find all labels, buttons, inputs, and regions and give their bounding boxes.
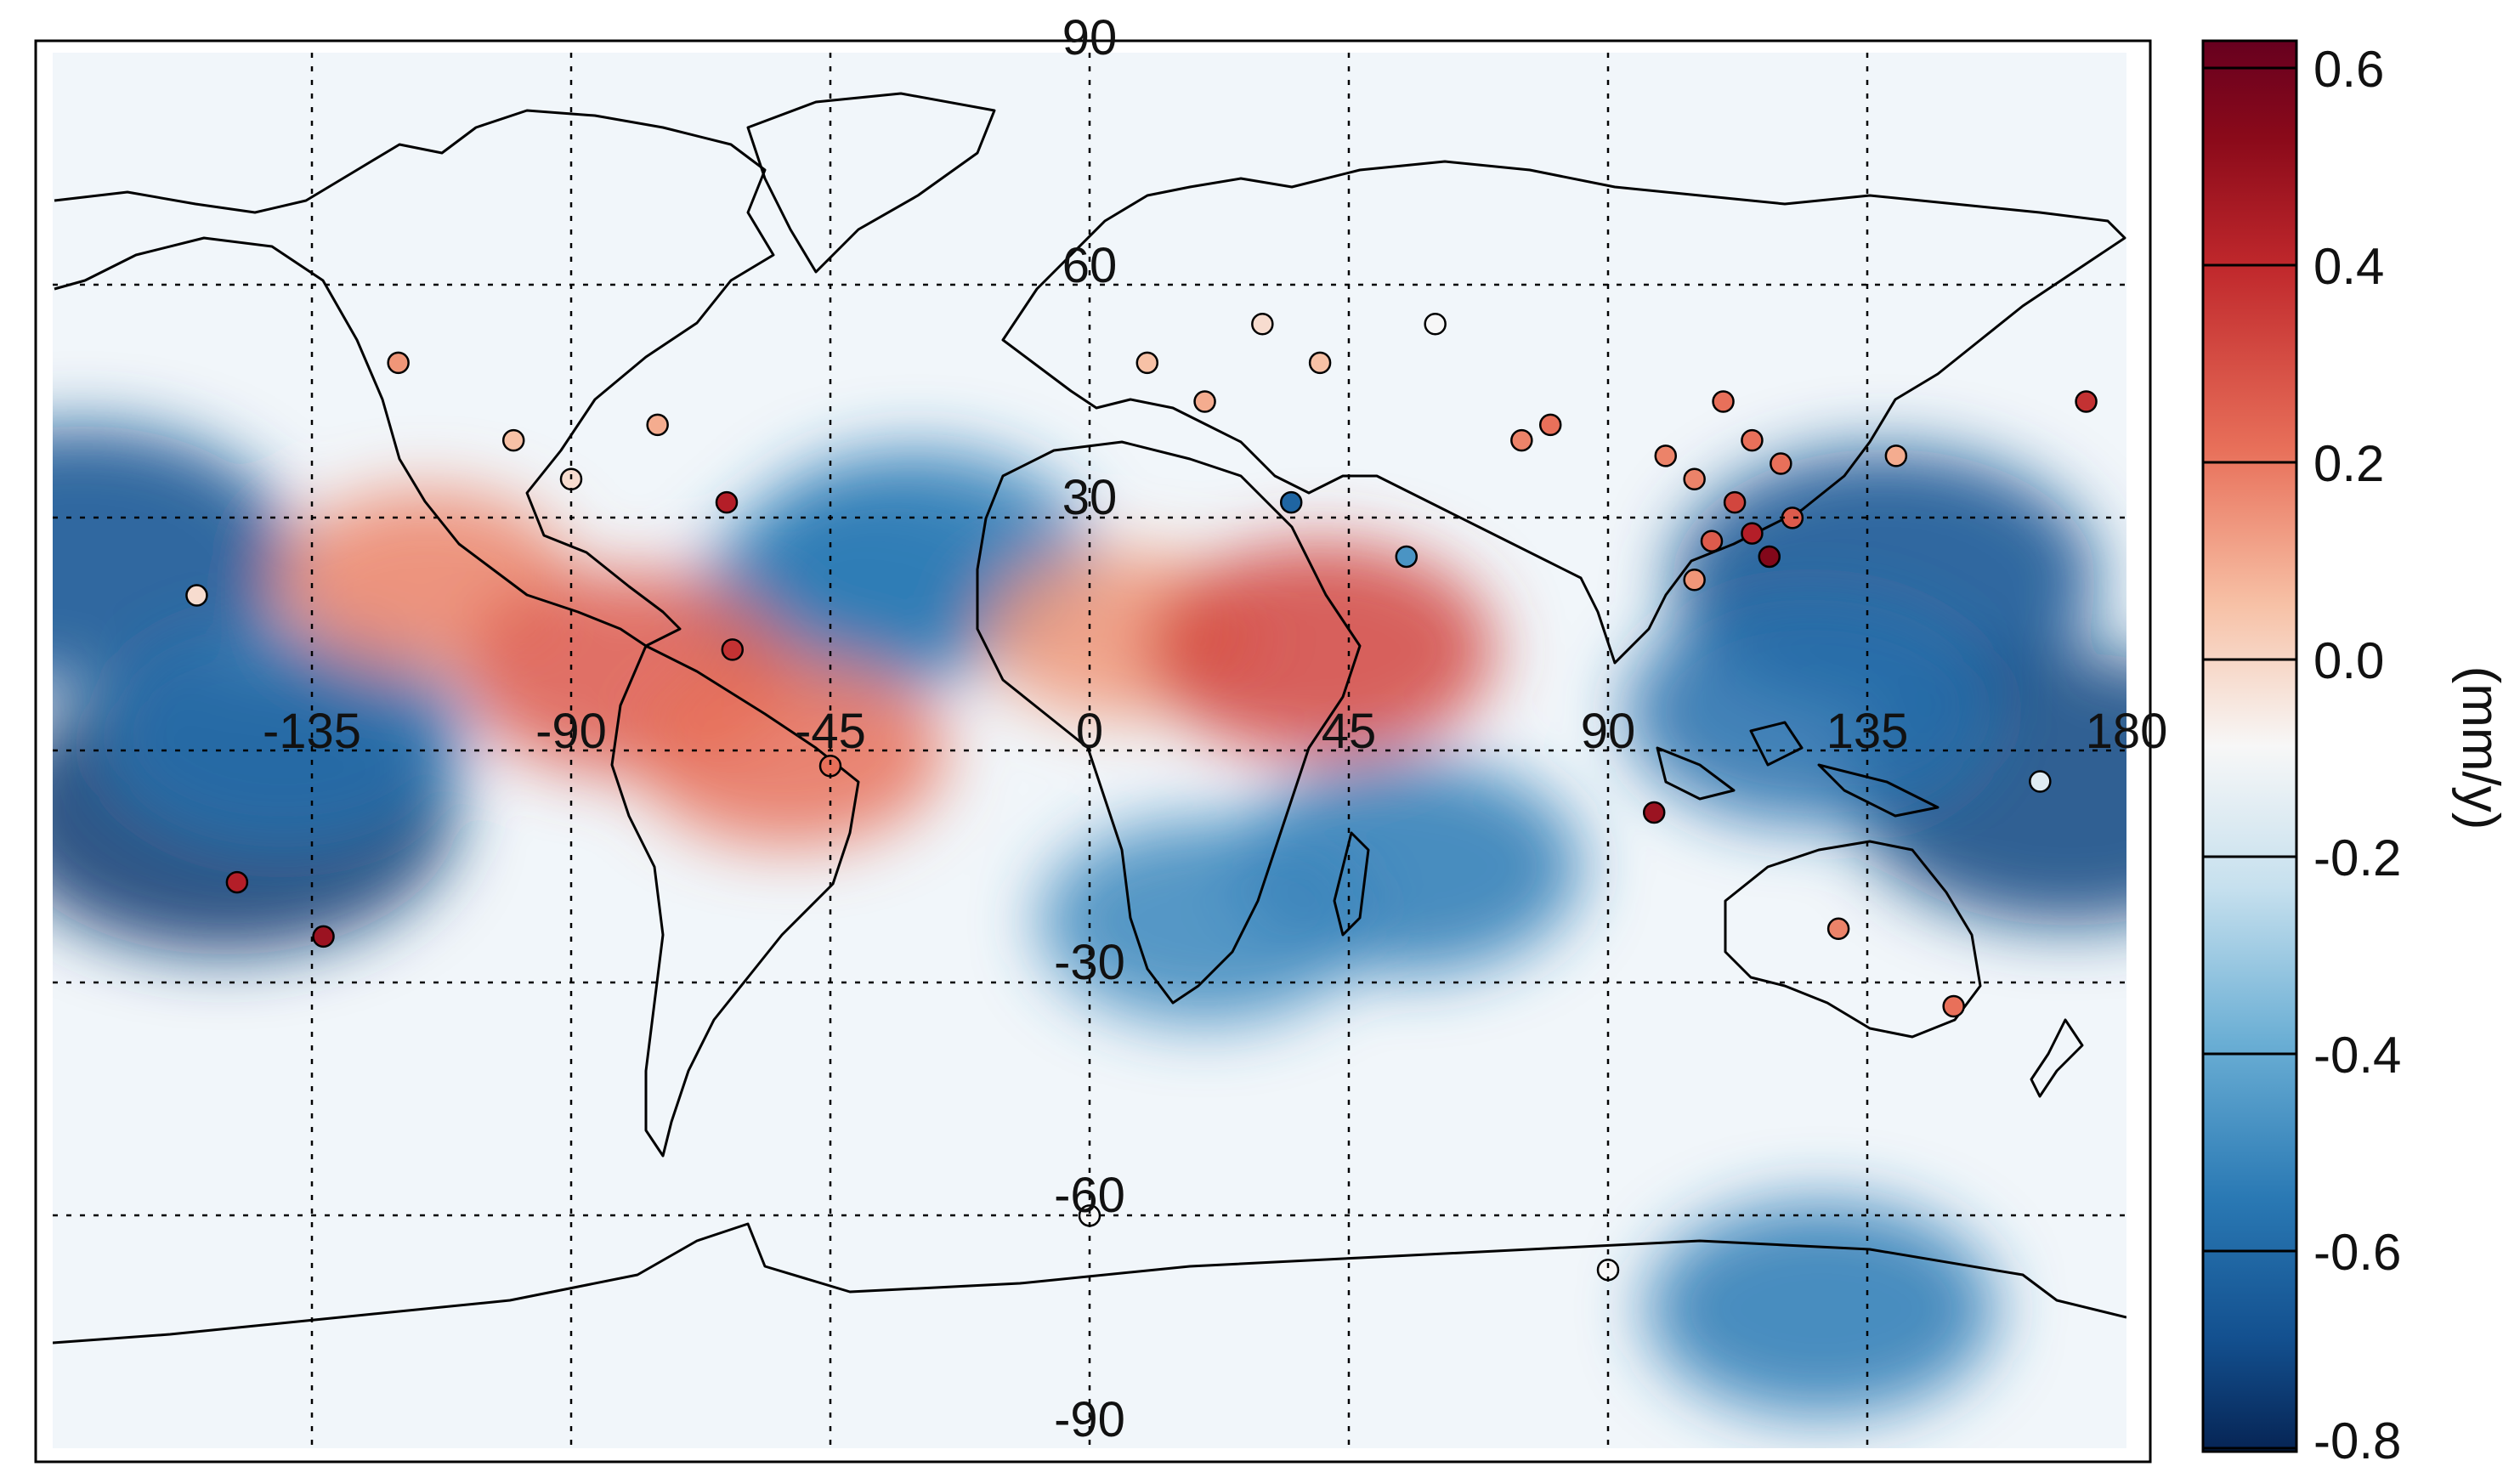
station-marker — [225, 870, 249, 894]
anomaly-blob — [1145, 542, 1495, 757]
station-marker — [1758, 545, 1781, 569]
lon-label-90: 90 — [1581, 704, 1636, 759]
station-marker — [1700, 529, 1724, 552]
station-marker — [1683, 467, 1706, 490]
station-marker — [1395, 545, 1419, 569]
station-marker — [721, 638, 745, 661]
cb-tick-0.0: 0.0 — [2313, 632, 2384, 689]
station-marker — [1193, 390, 1216, 413]
lat-label-30: 30 — [1062, 470, 1118, 525]
station-marker — [312, 925, 335, 948]
coast-indonesia — [1656, 721, 1940, 818]
station-marker — [1770, 452, 1792, 475]
station-marker — [1251, 313, 1274, 336]
station-marker — [387, 351, 410, 375]
cb-tick-0.6: 0.6 — [2313, 41, 2384, 98]
station-marker — [1683, 569, 1706, 592]
station-marker — [2075, 390, 2098, 413]
lat-label-60: 60 — [1062, 238, 1118, 293]
cb-tick--0.4: -0.4 — [2313, 1027, 2401, 1084]
station-marker — [1642, 801, 1666, 824]
station-marker — [1712, 390, 1735, 413]
coast-europe-asia — [1001, 160, 2126, 665]
station-marker — [1781, 507, 1804, 529]
station-marker — [1723, 490, 1747, 514]
anomaly-blob — [53, 426, 294, 688]
station-markers — [185, 313, 2098, 1282]
lon-label-0: 0 — [1076, 704, 1103, 759]
cb-tick--0.2: -0.2 — [2313, 829, 2401, 886]
lon-label-135: 135 — [1826, 704, 1909, 759]
station-marker — [1538, 413, 1562, 437]
lon-label-45: 45 — [1322, 704, 1377, 759]
cb-tick--0.6: -0.6 — [2313, 1224, 2401, 1281]
coast-madagascar — [1333, 831, 1370, 937]
colorbar-tick-labels: 0.6 0.4 0.2 0.0 -0.2 -0.4 -0.6 -0.8 — [2313, 41, 2401, 1469]
colorbar-unit-label: (mm/y) — [2451, 666, 2510, 830]
coast-africa — [976, 440, 1362, 1005]
station-marker — [1135, 351, 1159, 375]
colorbar-ticks — [2203, 66, 2296, 1450]
station-marker — [715, 490, 739, 514]
lon-label--45: -45 — [795, 704, 866, 759]
anomaly-blob — [1646, 1201, 1996, 1417]
lon-label-180: 180 — [2086, 704, 2168, 759]
anomaly-blob — [1039, 819, 1370, 1023]
coast-antarctica — [53, 1222, 2126, 1345]
station-marker — [185, 584, 208, 607]
longitude-labels: -135 -90 -45 0 45 90 135 180 — [263, 704, 2167, 759]
cb-tick-0.2: 0.2 — [2313, 435, 2384, 492]
station-marker — [1308, 351, 1332, 375]
station-marker — [1884, 444, 1908, 467]
lat-label--60: -60 — [1054, 1168, 1125, 1223]
lat-label--30: -30 — [1054, 935, 1125, 990]
lon-label--90: -90 — [535, 704, 607, 759]
anomaly-blob — [1625, 598, 1994, 825]
cb-tick-0.4: 0.4 — [2313, 238, 2384, 295]
latitude-labels: 90 60 30 -30 -60 -90 — [1054, 10, 1125, 1447]
anomaly-field — [53, 426, 2126, 1417]
station-marker — [1942, 994, 1965, 1018]
station-marker — [646, 413, 669, 437]
coast-greenland — [746, 92, 996, 274]
coast-north-america — [54, 109, 775, 648]
station-marker — [1510, 428, 1533, 452]
station-marker — [1741, 428, 1764, 452]
station-marker — [1741, 522, 1764, 545]
station-marker — [2029, 770, 2052, 793]
colorbar: 0.6 0.4 0.2 0.0 -0.2 -0.4 -0.6 -0.8 (mm/… — [2201, 39, 2510, 1469]
station-marker — [1279, 490, 1303, 514]
cb-tick--0.8: -0.8 — [2313, 1413, 2401, 1469]
colorbar-gradient — [2201, 39, 2298, 1453]
station-marker — [1826, 917, 1850, 941]
lat-label-90: 90 — [1062, 10, 1118, 65]
station-marker — [1424, 313, 1447, 336]
anomaly-blob — [99, 621, 467, 848]
lat-label--90: -90 — [1054, 1392, 1125, 1447]
lon-label--135: -135 — [263, 704, 361, 759]
coast-new-zealand — [2030, 1018, 2084, 1098]
graticule — [53, 53, 2126, 1448]
station-marker — [1654, 444, 1678, 467]
station-marker — [501, 428, 525, 452]
